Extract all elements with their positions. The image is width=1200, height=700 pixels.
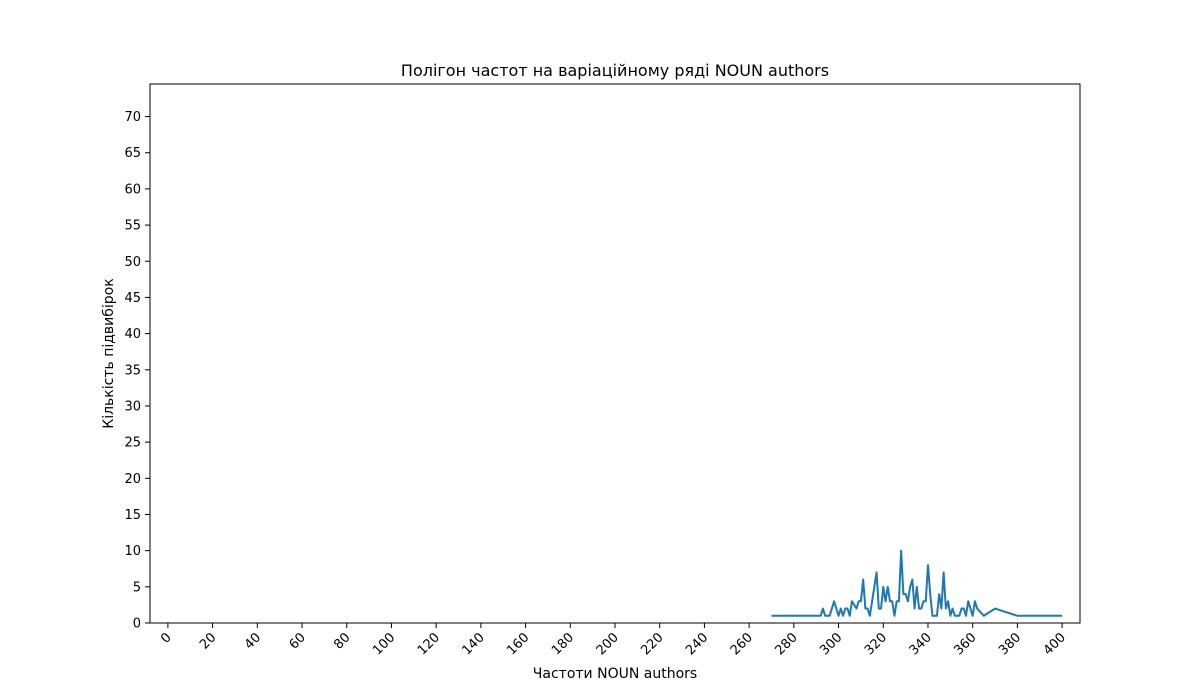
y-tick-label: 15 (124, 508, 141, 523)
x-tick-label: 40 (242, 630, 264, 652)
x-tick-label: 320 (862, 630, 890, 658)
x-tick-label: 140 (460, 630, 488, 658)
x-tick-label: 340 (907, 630, 935, 658)
x-tick-label: 60 (287, 630, 309, 652)
x-tick-label: 120 (415, 630, 443, 658)
x-tick-label: 260 (728, 630, 756, 658)
y-tick-label: 30 (124, 399, 141, 414)
y-tick-label: 60 (124, 182, 141, 197)
y-tick-label: 10 (124, 544, 141, 559)
x-tick-label: 300 (817, 630, 845, 658)
y-tick-label: 70 (124, 110, 141, 125)
y-tick-label: 65 (124, 146, 141, 161)
x-tick-label: 400 (1041, 630, 1069, 658)
series-line (771, 549, 1063, 617)
y-tick-label: 40 (124, 327, 141, 342)
x-tick-label: 240 (683, 630, 711, 658)
x-tick-label: 80 (331, 630, 353, 652)
x-tick-label: 380 (996, 630, 1024, 658)
y-tick-label: 20 (124, 472, 141, 487)
x-tick-label: 0 (158, 630, 174, 646)
y-tick-label: 55 (124, 219, 141, 234)
y-tick-label: 50 (124, 255, 141, 270)
y-tick-label: 25 (124, 436, 141, 451)
x-axis-label: Частоти NOUN authors (533, 666, 697, 682)
x-tick-label: 160 (504, 630, 532, 658)
x-tick-label: 180 (549, 630, 577, 658)
y-axis-label: Кількість підвибірок (101, 278, 117, 428)
x-tick-label: 20 (197, 630, 219, 652)
x-tick-label: 100 (370, 630, 398, 658)
y-tick-label: 35 (124, 363, 141, 378)
plot-frame (149, 83, 1081, 624)
x-tick-label: 280 (773, 630, 801, 658)
x-tick-label: 360 (951, 630, 979, 658)
x-tick-label: 200 (594, 630, 622, 658)
y-tick-label: 5 (133, 580, 141, 595)
x-tick-label: 220 (638, 630, 666, 658)
y-tick-label: 45 (124, 291, 141, 306)
chart-title: Полігон частот на варіаційному ряді NOUN… (401, 61, 829, 80)
y-tick-label: 0 (133, 617, 141, 632)
